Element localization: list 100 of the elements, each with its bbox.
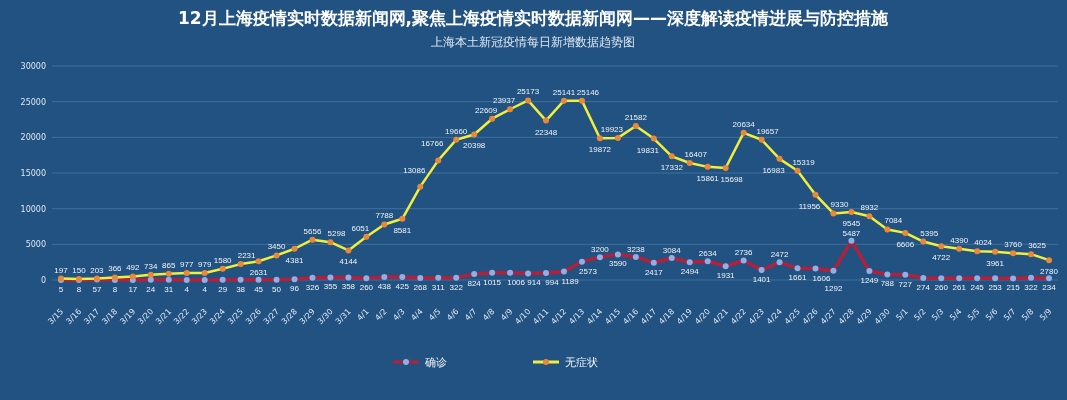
data-label: 8932	[860, 203, 879, 213]
data-label: 4024	[974, 238, 993, 248]
chart-subtitle: 上海本土新冠疫情每日新增数据趋势图	[431, 35, 635, 49]
data-label: 2634	[698, 249, 718, 259]
data-label: 150	[72, 265, 87, 275]
data-label: 274	[916, 283, 931, 293]
data-label: 8	[76, 284, 82, 294]
data-label: 3760	[1004, 240, 1023, 250]
data-label: 6051	[351, 223, 370, 233]
data-label: 17332	[660, 163, 684, 173]
data-label: 19872	[588, 145, 612, 155]
data-label: 21582	[624, 113, 648, 123]
x-tick-label: 4/5	[427, 307, 443, 323]
data-label: 31	[164, 284, 174, 294]
data-label: 322	[1024, 282, 1039, 292]
y-tick-label: 20000	[20, 133, 46, 143]
data-label: 5298	[327, 229, 346, 239]
data-label: 355	[323, 282, 338, 292]
data-label: 1015	[483, 277, 502, 287]
data-label: 17	[128, 284, 138, 294]
x-tick-label: 4/9	[499, 307, 515, 323]
data-label: 4	[202, 284, 208, 294]
data-label: 2472	[770, 250, 789, 260]
data-label: 57	[92, 284, 102, 294]
data-label: 1931	[716, 271, 736, 281]
data-label: 15861	[696, 173, 720, 183]
data-label: 824	[467, 279, 482, 289]
data-label: 326	[305, 282, 320, 292]
data-label: 16766	[421, 139, 444, 149]
y-tick-label: 5000	[25, 240, 46, 250]
x-tick-label: 5/3	[930, 307, 946, 323]
data-label: 4	[184, 284, 190, 294]
data-label: 4722	[932, 253, 951, 263]
data-label: 1249	[860, 276, 879, 286]
data-label: 914	[527, 278, 542, 288]
data-label: 3200	[591, 245, 610, 255]
data-label: 734	[144, 261, 159, 271]
data-label: 197	[54, 265, 69, 275]
data-label: 9545	[842, 218, 861, 228]
data-label: 5656	[303, 226, 322, 236]
x-tick-label: 5/5	[966, 307, 982, 323]
data-label: 977	[180, 260, 194, 270]
data-label: 29	[218, 284, 228, 294]
data-label: 3961	[986, 258, 1005, 268]
x-tick-label: 5/2	[912, 307, 928, 323]
data-label: 2780	[1040, 267, 1059, 277]
data-label: 5	[58, 284, 64, 294]
data-label: 13086	[403, 165, 426, 175]
data-label: 22348	[534, 127, 558, 137]
data-label: 23937	[492, 96, 516, 106]
data-label: 5487	[842, 228, 861, 238]
legend-label: 确诊	[424, 356, 447, 369]
data-label: 19831	[636, 145, 660, 155]
data-label: 260	[934, 283, 949, 293]
data-label: 1401	[752, 275, 772, 285]
data-label: 979	[198, 260, 212, 270]
data-label: 215	[1006, 283, 1021, 293]
data-label: 50	[272, 284, 282, 294]
x-tick-label: 4/4	[409, 307, 425, 323]
data-label: 1661	[788, 273, 807, 283]
data-label: 22609	[475, 105, 498, 115]
x-tick-label: 4/3	[391, 307, 407, 323]
data-label: 203	[90, 265, 105, 275]
data-label: 788	[880, 279, 895, 289]
chart-title: 12月上海疫情实时数据新闻网,聚焦上海疫情实时数据新闻网——深度解读疫情进展与防控措施	[177, 8, 890, 28]
data-label: 1606	[812, 273, 831, 283]
data-label: 20634	[732, 119, 756, 129]
data-label: 322	[449, 282, 464, 292]
data-label: 11956	[798, 201, 821, 211]
data-label: 24	[146, 284, 156, 294]
data-label: 425	[395, 281, 410, 291]
data-label: 9330	[830, 200, 849, 210]
data-label: 6606	[896, 239, 915, 249]
data-label: 25146	[576, 87, 600, 97]
data-label: 8581	[393, 225, 412, 235]
data-label: 7788	[375, 211, 394, 221]
data-label: 19923	[600, 124, 624, 134]
y-tick-label: 0	[40, 276, 46, 285]
y-tick-label: 25000	[20, 97, 46, 107]
x-tick-label: 4/6	[445, 307, 461, 323]
x-tick-label: 5/7	[1002, 307, 1018, 323]
data-label: 438	[377, 281, 392, 291]
data-label: 261	[952, 283, 967, 293]
data-label: 38	[236, 284, 246, 294]
data-label: 3084	[662, 246, 682, 255]
data-label: 15319	[792, 157, 816, 167]
data-label: 245	[970, 283, 985, 293]
x-tick-label: 4/1	[355, 307, 371, 323]
data-label: 253	[988, 283, 1003, 293]
data-label: 4144	[339, 257, 358, 267]
data-label: 2417	[644, 267, 664, 277]
data-label: 2573	[579, 266, 598, 276]
data-label: 2631	[249, 268, 269, 278]
data-label: 260	[359, 283, 374, 293]
data-label: 25173	[516, 87, 540, 97]
data-label: 8	[112, 284, 118, 294]
y-tick-label: 10000	[20, 204, 46, 214]
data-label: 3450	[267, 242, 286, 252]
data-label: 1292	[824, 283, 843, 293]
data-label: 492	[126, 263, 141, 273]
